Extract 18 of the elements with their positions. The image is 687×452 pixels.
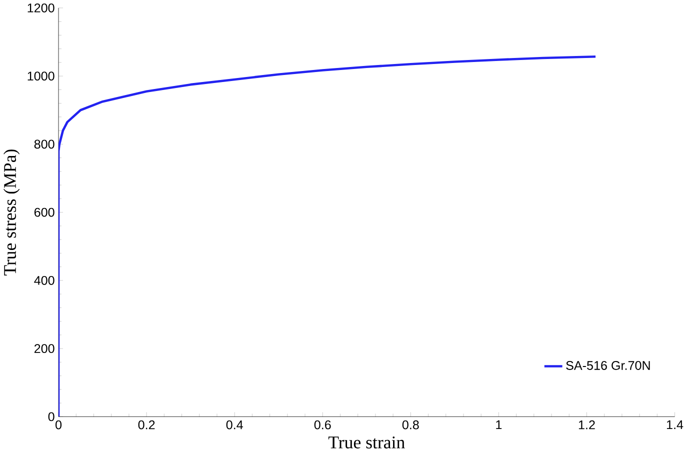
y-tick-label: 800 [34,140,54,149]
x-tick-label: 0.6 [314,420,331,430]
y-tick-label: 1000 [28,72,54,81]
x-tick-label: 1.4 [666,420,684,430]
y-tick-label: 400 [34,276,54,285]
x-axis-title: True strain [328,436,405,448]
y-tick-label: 600 [34,208,54,217]
x-tick-label: 1 [496,420,502,430]
y-tick-label: 200 [34,344,54,354]
legend-label: SA-516 Gr.70N [566,361,650,370]
x-tick-label: 1.2 [578,420,595,430]
x-tick-label: 0.8 [402,420,419,430]
x-tick-label: 0 [56,420,62,430]
y-axis-title: True stress (MPa) [3,150,20,276]
y-tick-label: 1200 [28,4,54,12]
y-tick-label: 0 [48,412,54,422]
x-tick-label: 0.2 [138,420,155,430]
x-tick-label: 0.4 [226,420,243,430]
